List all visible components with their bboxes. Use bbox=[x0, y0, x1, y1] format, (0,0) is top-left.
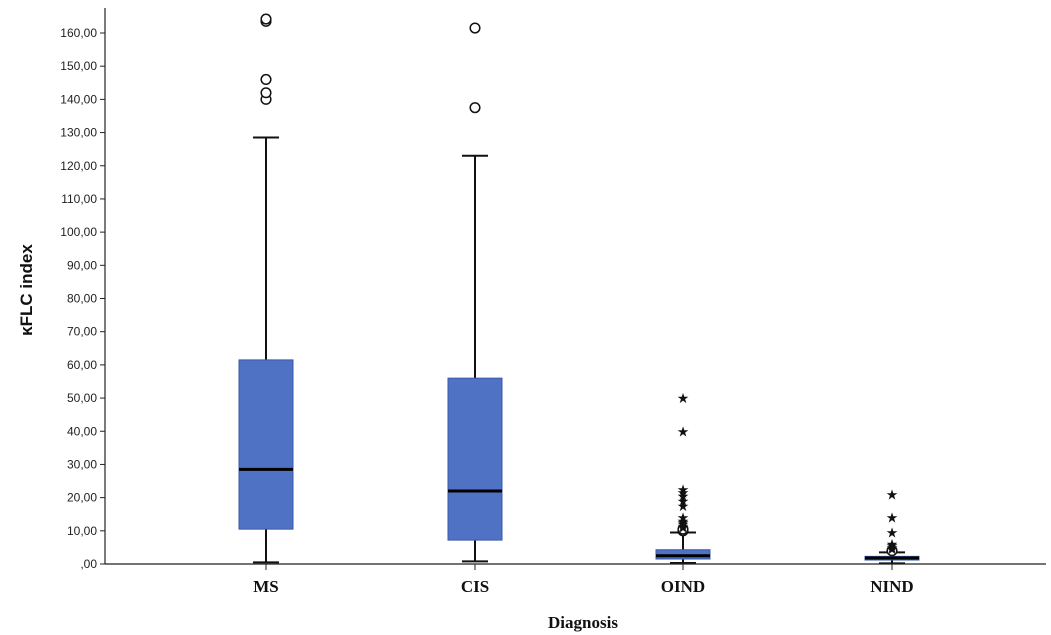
extreme-point: ★ bbox=[677, 516, 690, 532]
outlier-point bbox=[260, 13, 272, 25]
y-tick-label: 30,00 bbox=[67, 457, 97, 471]
y-tick-label: 60,00 bbox=[67, 358, 97, 372]
y-tick-label: 20,00 bbox=[67, 491, 97, 505]
extreme-point: ★ bbox=[677, 489, 690, 505]
extreme-point: ★ bbox=[886, 539, 899, 555]
x-axis-title: Diagnosis bbox=[548, 613, 618, 632]
y-tick-label: 50,00 bbox=[67, 391, 97, 405]
extreme-point: ★ bbox=[886, 537, 899, 553]
extreme-point: ★ bbox=[677, 391, 690, 407]
extreme-point: ★ bbox=[677, 424, 690, 440]
box-group bbox=[447, 22, 503, 563]
y-tick-label: 160,00 bbox=[60, 26, 97, 40]
box-group bbox=[238, 13, 294, 564]
outlier-point bbox=[260, 73, 272, 86]
y-tick-label: 70,00 bbox=[67, 325, 97, 339]
y-tick-label: 140,00 bbox=[60, 92, 97, 106]
y-tick-label: 100,00 bbox=[60, 225, 97, 239]
extreme-point: ★ bbox=[677, 482, 690, 498]
outlier-point bbox=[469, 22, 481, 34]
box-group: ★★★★★★★ bbox=[864, 487, 920, 565]
extreme-point: ★ bbox=[677, 519, 690, 535]
box-group: ★★★★★★★★★★★★★ bbox=[655, 391, 711, 565]
y-tick-label: 90,00 bbox=[67, 258, 97, 272]
outlier-point bbox=[469, 102, 481, 114]
y-tick-label: 150,00 bbox=[60, 59, 97, 73]
extreme-point: ★ bbox=[677, 511, 690, 527]
y-tick-label: ,00 bbox=[80, 557, 97, 571]
y-tick-label: 40,00 bbox=[67, 424, 97, 438]
extreme-point: ★ bbox=[677, 499, 690, 515]
x-tick-label: NIND bbox=[870, 577, 913, 596]
outlier-point bbox=[886, 545, 898, 557]
x-tick-label: MS bbox=[253, 577, 279, 596]
y-tick-label: 130,00 bbox=[60, 126, 97, 140]
extreme-point: ★ bbox=[677, 517, 690, 533]
extreme-point: ★ bbox=[677, 486, 690, 502]
y-axis-title: κFLC index bbox=[17, 244, 36, 336]
extreme-point: ★ bbox=[677, 494, 690, 510]
extreme-point: ★ bbox=[677, 520, 690, 536]
x-tick-label: CIS bbox=[461, 577, 489, 596]
box-iqr bbox=[238, 359, 294, 530]
outlier-point bbox=[677, 523, 689, 535]
x-tick-label: OIND bbox=[661, 577, 705, 596]
extreme-point: ★ bbox=[886, 511, 899, 527]
y-tick-label: 80,00 bbox=[67, 292, 97, 306]
y-tick-label: 120,00 bbox=[60, 159, 97, 173]
outlier-point bbox=[260, 87, 272, 99]
extreme-point: ★ bbox=[886, 540, 899, 556]
y-tick-label: 10,00 bbox=[67, 524, 97, 538]
extreme-point: ★ bbox=[886, 525, 899, 541]
extreme-point: ★ bbox=[677, 514, 690, 530]
y-tick-label: 110,00 bbox=[61, 192, 97, 206]
box-iqr bbox=[447, 377, 503, 541]
extreme-point: ★ bbox=[886, 487, 899, 503]
extreme-point: ★ bbox=[886, 542, 899, 558]
